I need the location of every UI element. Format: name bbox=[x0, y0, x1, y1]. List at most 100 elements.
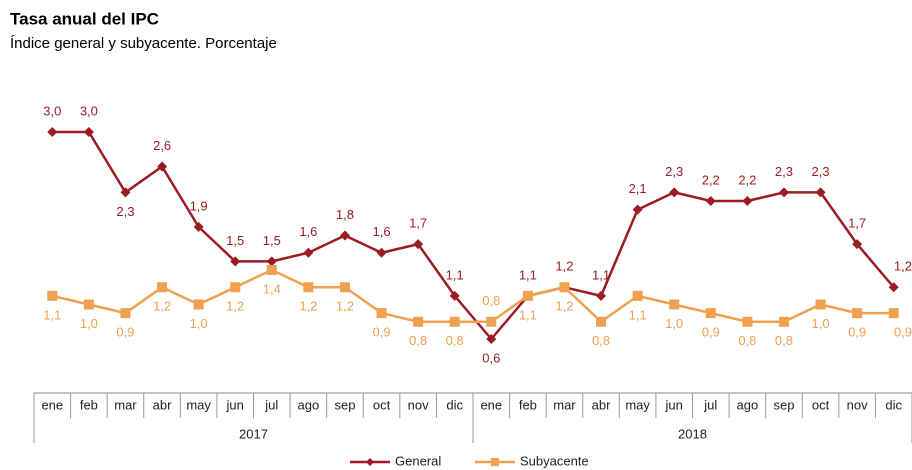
point-marker bbox=[852, 239, 863, 250]
data-label: 0,8 bbox=[409, 333, 427, 348]
chart-title: Tasa anual del IPC bbox=[10, 9, 159, 28]
point-marker bbox=[778, 316, 789, 327]
data-label: 1,0 bbox=[80, 316, 98, 331]
point-marker bbox=[83, 127, 94, 137]
point-marker bbox=[157, 282, 168, 293]
x-tick-label: ene bbox=[480, 397, 502, 412]
point-marker bbox=[888, 308, 899, 319]
x-tick-label: jul bbox=[264, 397, 278, 412]
data-label: 1,5 bbox=[263, 233, 281, 248]
data-label: 1,6 bbox=[299, 224, 317, 239]
point-marker bbox=[888, 282, 899, 293]
x-tick-label: ago bbox=[737, 397, 759, 412]
point-marker bbox=[193, 299, 204, 310]
data-label: 0,8 bbox=[482, 293, 500, 308]
x-tick-label: ago bbox=[298, 397, 320, 412]
x-tick-label: abr bbox=[592, 397, 611, 412]
point-marker bbox=[596, 316, 607, 327]
point-marker bbox=[669, 187, 680, 198]
point-marker bbox=[815, 187, 826, 198]
data-label: 2,2 bbox=[738, 172, 756, 187]
data-label: 2,6 bbox=[153, 138, 171, 153]
point-marker bbox=[852, 308, 863, 319]
data-label: 0,8 bbox=[738, 333, 756, 348]
x-tick-label: nov bbox=[847, 397, 868, 412]
data-label: 3,0 bbox=[80, 103, 98, 118]
point-marker bbox=[339, 230, 350, 241]
point-marker bbox=[778, 187, 789, 198]
point-marker bbox=[193, 221, 204, 232]
point-marker bbox=[120, 308, 131, 319]
x-tick-label: sep bbox=[334, 397, 355, 412]
point-marker bbox=[339, 282, 350, 293]
data-label: 1,2 bbox=[226, 299, 244, 314]
point-marker bbox=[83, 299, 94, 310]
point-marker bbox=[742, 316, 753, 327]
data-label: 1,0 bbox=[665, 316, 683, 331]
x-tick-label: jul bbox=[703, 397, 717, 412]
x-tick-label: oct bbox=[373, 397, 391, 412]
x-tick-label: feb bbox=[519, 397, 537, 412]
data-label: 1,1 bbox=[629, 307, 647, 322]
data-label: 0,9 bbox=[116, 325, 134, 340]
data-label: 3,0 bbox=[43, 103, 61, 118]
legend-marker bbox=[491, 458, 499, 466]
data-label: 2,3 bbox=[775, 164, 793, 179]
data-label: 1,0 bbox=[812, 316, 830, 331]
data-label: 0,9 bbox=[373, 325, 391, 340]
point-marker bbox=[230, 256, 241, 267]
data-label: 1,7 bbox=[848, 216, 866, 231]
data-label: 1,2 bbox=[336, 299, 354, 314]
series-line bbox=[52, 268, 894, 324]
point-marker bbox=[596, 290, 607, 301]
data-label: 0,9 bbox=[894, 325, 912, 340]
year-label: 2018 bbox=[678, 426, 707, 441]
data-label: 0,8 bbox=[775, 333, 793, 348]
data-label: 1,2 bbox=[894, 259, 912, 274]
point-marker bbox=[742, 196, 753, 206]
point-marker bbox=[303, 247, 314, 258]
data-label: 1,0 bbox=[190, 316, 208, 331]
legend-label: General bbox=[395, 453, 441, 468]
point-marker bbox=[266, 265, 277, 275]
data-label: 0,8 bbox=[592, 333, 610, 348]
point-marker bbox=[486, 334, 497, 344]
data-label: 1,1 bbox=[519, 307, 537, 322]
legend-label: Subyacente bbox=[520, 453, 589, 468]
year-label: 2017 bbox=[239, 426, 268, 441]
data-label: 0,9 bbox=[848, 325, 866, 340]
x-tick-label: dic bbox=[885, 397, 902, 412]
point-marker bbox=[705, 196, 716, 206]
x-tick-label: mar bbox=[114, 397, 137, 412]
point-marker bbox=[47, 290, 58, 301]
point-marker bbox=[230, 282, 241, 293]
data-label: 1,4 bbox=[263, 281, 281, 296]
data-label: 0,6 bbox=[482, 350, 500, 365]
data-label: 1,6 bbox=[373, 224, 391, 239]
chart-subtitle: Índice general y subyacente. Porcentaje bbox=[10, 35, 277, 52]
data-label: 1,2 bbox=[299, 299, 317, 314]
x-tick-label: may bbox=[625, 397, 650, 412]
point-marker bbox=[376, 308, 387, 319]
x-tick-label: oct bbox=[812, 397, 830, 412]
data-label: 1,8 bbox=[336, 207, 354, 222]
x-tick-label: feb bbox=[80, 397, 98, 412]
point-marker bbox=[815, 299, 826, 310]
x-tick-label: mar bbox=[553, 397, 576, 412]
data-label: 2,3 bbox=[665, 164, 683, 179]
x-tick-label: ene bbox=[41, 397, 63, 412]
point-marker bbox=[449, 290, 460, 301]
point-marker bbox=[303, 282, 314, 293]
series-line bbox=[52, 130, 895, 341]
point-marker bbox=[376, 247, 387, 258]
legend-marker bbox=[366, 458, 374, 466]
data-label: 1,1 bbox=[592, 267, 610, 282]
point-marker bbox=[632, 290, 643, 301]
x-tick-label: jun bbox=[226, 397, 244, 412]
x-tick-label: nov bbox=[408, 397, 429, 412]
data-label: 1,5 bbox=[226, 233, 244, 248]
point-marker bbox=[120, 187, 131, 198]
data-label: 0,8 bbox=[446, 333, 464, 348]
x-tick-label: sep bbox=[773, 397, 794, 412]
